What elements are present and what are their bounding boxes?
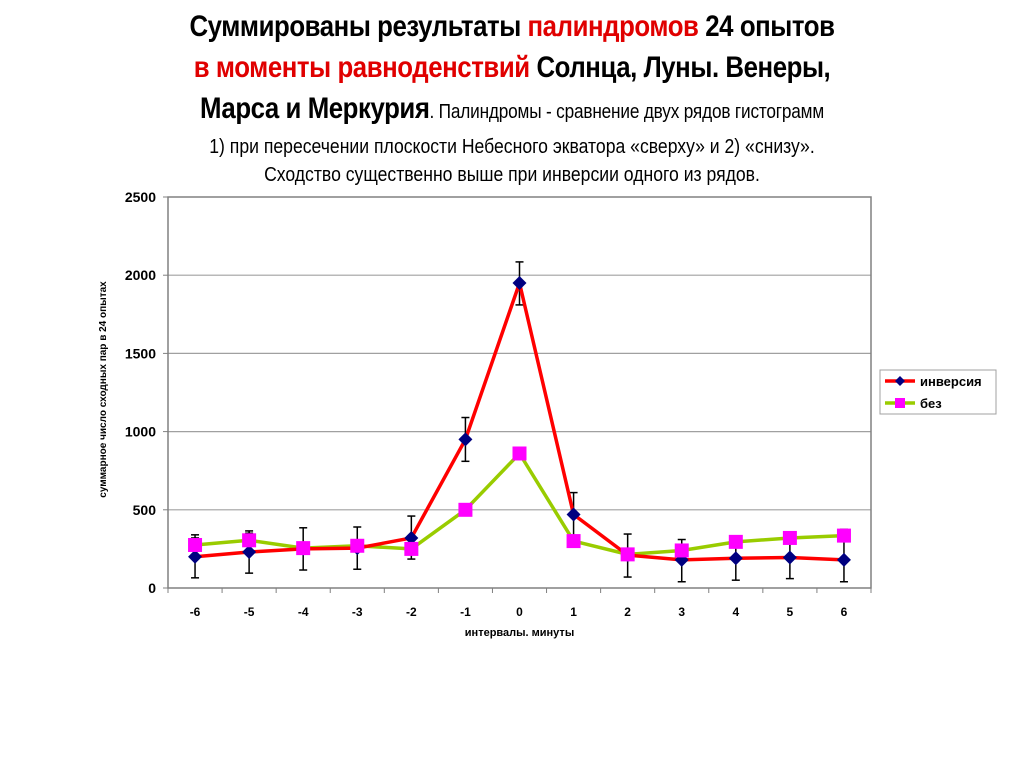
title-line-1: Суммированы результаты палиндромов 24 оп… — [72, 6, 953, 47]
title-text: Суммированы результаты — [189, 10, 528, 43]
square-marker — [782, 530, 797, 545]
x-tick-label: -3 — [352, 605, 363, 619]
square-marker — [242, 533, 257, 548]
series-bez-markers — [188, 446, 851, 562]
x-tick-label: -5 — [244, 605, 255, 619]
title-highlight: палиндромов — [527, 10, 699, 43]
diamond-marker — [188, 549, 203, 564]
square-marker — [728, 534, 743, 549]
y-axis-label: суммарное число сходных пар в 24 опытах — [98, 281, 109, 498]
title-text: 24 опытов — [698, 10, 835, 43]
diamond-icon — [895, 376, 905, 386]
square-marker — [674, 543, 689, 558]
square-marker — [836, 528, 851, 543]
x-tick-label: 3 — [678, 605, 685, 619]
diamond-marker — [242, 545, 257, 560]
legend-item: без — [885, 396, 942, 411]
subtitle-text: . Палиндромы - сравнение двух рядов гист… — [429, 101, 824, 123]
square-marker — [296, 541, 311, 556]
y-tick-label: 1000 — [125, 424, 156, 440]
diamond-marker — [782, 550, 797, 565]
y-tick-label: 2500 — [125, 189, 156, 205]
series-inversion-markers — [188, 276, 851, 567]
square-marker — [620, 547, 635, 562]
title-line-3: Марса и Меркурия. Палиндромы - сравнение… — [72, 88, 953, 133]
subtitle-line-5: Сходство существенно выше при инверсии о… — [264, 164, 760, 186]
legend: инверсия без — [879, 369, 997, 415]
x-tick-label: -1 — [460, 605, 471, 619]
square-marker — [350, 538, 365, 553]
error-bars — [191, 261, 848, 583]
legend-label: инверсия — [920, 374, 982, 389]
subtitle-line-4: 1) при пересечении плоскости Небесного э… — [209, 136, 815, 158]
title-text: Марса и Меркурия — [200, 92, 430, 125]
x-tick-label: 2 — [624, 605, 631, 619]
x-tick-label: 6 — [841, 605, 848, 619]
x-tick-label: -2 — [406, 605, 417, 619]
title-highlight: в моменты равноденствий — [193, 51, 530, 84]
title-line-2: в моменты равноденствий Солнца, Луны. Ве… — [72, 47, 953, 88]
diamond-marker — [728, 551, 743, 566]
legend-label: без — [920, 396, 942, 411]
x-tick-label: -6 — [190, 605, 201, 619]
square-marker — [566, 534, 581, 549]
series-bez-line — [194, 451, 845, 557]
slide-title: Суммированы результаты палиндромов 24 оп… — [0, 6, 1024, 189]
x-tick-label: 1 — [570, 605, 577, 619]
square-marker — [404, 541, 419, 556]
square-marker — [512, 446, 527, 461]
legend-item: инверсия — [885, 374, 982, 389]
diamond-marker — [512, 276, 527, 291]
series-inversion-line — [194, 281, 845, 562]
plot-area — [167, 196, 872, 589]
y-tick-label: 500 — [133, 502, 157, 518]
y-axis: 0 500 1000 1500 2000 2500 — [125, 189, 168, 596]
x-tick-label: -4 — [298, 605, 309, 619]
x-tick-label: 5 — [787, 605, 794, 619]
diamond-marker — [566, 507, 581, 522]
square-marker — [458, 502, 473, 517]
x-tick-label: 0 — [516, 605, 523, 619]
x-axis: -6 -5 -4 -3 -2 -1 0 1 2 3 4 5 6 — [167, 588, 872, 619]
square-marker — [188, 537, 203, 552]
y-tick-label: 2000 — [125, 267, 156, 283]
x-axis-label: интервалы. минуты — [465, 627, 574, 639]
diamond-marker — [836, 552, 851, 567]
square-icon — [895, 398, 905, 408]
x-tick-label: 4 — [732, 605, 739, 619]
gridlines — [168, 274, 871, 511]
series-group — [188, 261, 851, 583]
diamond-marker — [404, 530, 419, 545]
y-tick-label: 1500 — [125, 345, 156, 361]
y-tick-label: 0 — [148, 580, 156, 596]
diamond-marker — [458, 432, 473, 447]
title-text: Солнца, Луны. Венеры, — [529, 51, 831, 84]
